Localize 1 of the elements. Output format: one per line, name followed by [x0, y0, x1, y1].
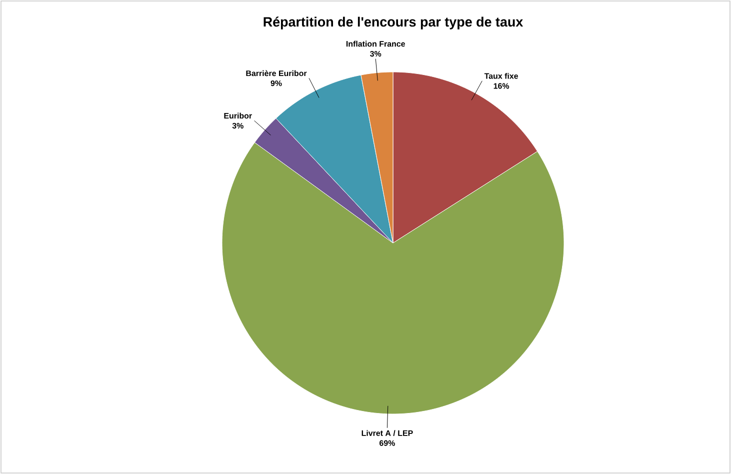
chart-title: Répartition de l'encours par type de taux [264, 16, 524, 30]
